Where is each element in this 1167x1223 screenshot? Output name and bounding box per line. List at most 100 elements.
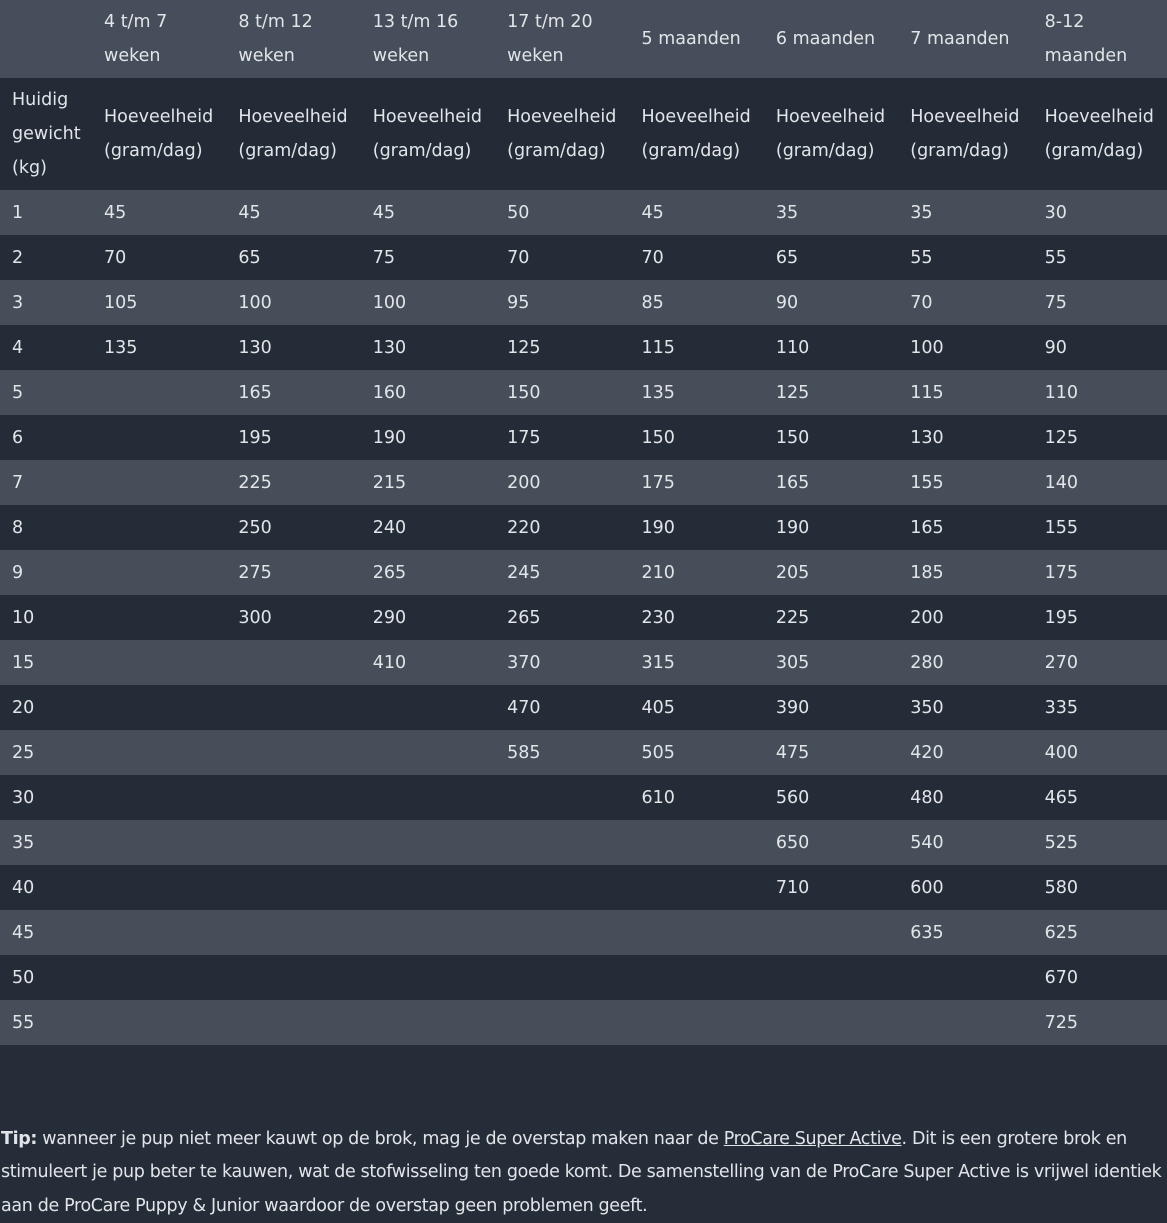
amount-cell: 710 — [764, 865, 898, 910]
amount-cell: 140 — [1033, 460, 1167, 505]
weight-cell: 7 — [0, 460, 92, 505]
amount-cell — [226, 910, 360, 955]
amount-cell — [92, 550, 226, 595]
amount-cell: 270 — [1033, 640, 1167, 685]
amount-cell: 230 — [630, 595, 764, 640]
amount-cell: 220 — [495, 505, 629, 550]
amount-cell — [92, 370, 226, 415]
amount-cell — [361, 685, 495, 730]
amount-cell: 560 — [764, 775, 898, 820]
amount-cell — [92, 415, 226, 460]
amount-cell — [361, 730, 495, 775]
amount-cell: 465 — [1033, 775, 1167, 820]
amount-cell — [92, 865, 226, 910]
amount-cell: 670 — [1033, 955, 1167, 1000]
amount-cell: 165 — [226, 370, 360, 415]
amount-cell: 90 — [764, 280, 898, 325]
amount-cell — [92, 910, 226, 955]
amount-cell: 150 — [764, 415, 898, 460]
amount-cell: 370 — [495, 640, 629, 685]
amount-cell: 75 — [1033, 280, 1167, 325]
amount-cell: 70 — [495, 235, 629, 280]
amount-cell — [898, 955, 1032, 1000]
weight-cell: 10 — [0, 595, 92, 640]
weight-cell: 8 — [0, 505, 92, 550]
amount-cell — [764, 955, 898, 1000]
amount-cell: 115 — [898, 370, 1032, 415]
amount-cell: 225 — [764, 595, 898, 640]
amount-cell: 125 — [495, 325, 629, 370]
amount-header: Hoeveelheid (gram/dag) — [92, 78, 226, 190]
age-header: 5 maanden — [630, 0, 764, 78]
amount-cell: 45 — [92, 190, 226, 235]
amount-cell: 160 — [361, 370, 495, 415]
tip-paragraph: Tip: wanneer je pup niet meer kauwt op d… — [1, 1123, 1167, 1223]
amount-cell: 100 — [361, 280, 495, 325]
amount-cell: 100 — [898, 325, 1032, 370]
amount-cell: 190 — [361, 415, 495, 460]
amount-cell: 195 — [226, 415, 360, 460]
amount-cell: 70 — [898, 280, 1032, 325]
amount-cell: 195 — [1033, 595, 1167, 640]
amount-cell — [92, 730, 226, 775]
amount-cell: 410 — [361, 640, 495, 685]
weight-cell: 25 — [0, 730, 92, 775]
amount-cell — [226, 955, 360, 1000]
tip-text-before: wanneer je pup niet meer kauwt op de bro… — [37, 1129, 724, 1149]
unit-header-row: Huidig gewicht (kg)Hoeveelheid (gram/dag… — [0, 78, 1167, 190]
amount-cell: 165 — [764, 460, 898, 505]
amount-cell: 50 — [495, 190, 629, 235]
amount-cell — [92, 505, 226, 550]
amount-cell: 505 — [630, 730, 764, 775]
weight-cell: 15 — [0, 640, 92, 685]
amount-header: Hoeveelheid (gram/dag) — [361, 78, 495, 190]
amount-cell: 335 — [1033, 685, 1167, 730]
weight-cell: 9 — [0, 550, 92, 595]
weight-cell: 3 — [0, 280, 92, 325]
amount-cell: 115 — [630, 325, 764, 370]
amount-cell: 305 — [764, 640, 898, 685]
amount-cell — [630, 820, 764, 865]
amount-cell: 475 — [764, 730, 898, 775]
procare-super-active-link[interactable]: ProCare Super Active — [724, 1129, 902, 1149]
age-header: 6 maanden — [764, 0, 898, 78]
weight-cell: 2 — [0, 235, 92, 280]
amount-cell — [495, 865, 629, 910]
amount-cell — [92, 460, 226, 505]
amount-cell — [226, 775, 360, 820]
weight-cell: 20 — [0, 685, 92, 730]
amount-header: Hoeveelheid (gram/dag) — [226, 78, 360, 190]
amount-cell — [630, 1000, 764, 1045]
amount-cell: 45 — [361, 190, 495, 235]
amount-cell: 210 — [630, 550, 764, 595]
amount-cell: 45 — [630, 190, 764, 235]
amount-cell: 540 — [898, 820, 1032, 865]
corner-header — [0, 0, 92, 78]
amount-cell: 250 — [226, 505, 360, 550]
amount-cell: 165 — [898, 505, 1032, 550]
weight-header: Huidig gewicht (kg) — [0, 78, 92, 190]
amount-cell — [495, 820, 629, 865]
amount-cell — [495, 775, 629, 820]
amount-cell: 100 — [226, 280, 360, 325]
amount-cell: 400 — [1033, 730, 1167, 775]
amount-cell — [361, 910, 495, 955]
amount-cell — [361, 820, 495, 865]
amount-cell — [630, 910, 764, 955]
amount-cell: 155 — [898, 460, 1032, 505]
weight-cell: 50 — [0, 955, 92, 1000]
amount-cell: 65 — [764, 235, 898, 280]
amount-cell — [92, 775, 226, 820]
amount-cell: 600 — [898, 865, 1032, 910]
amount-cell: 525 — [1033, 820, 1167, 865]
